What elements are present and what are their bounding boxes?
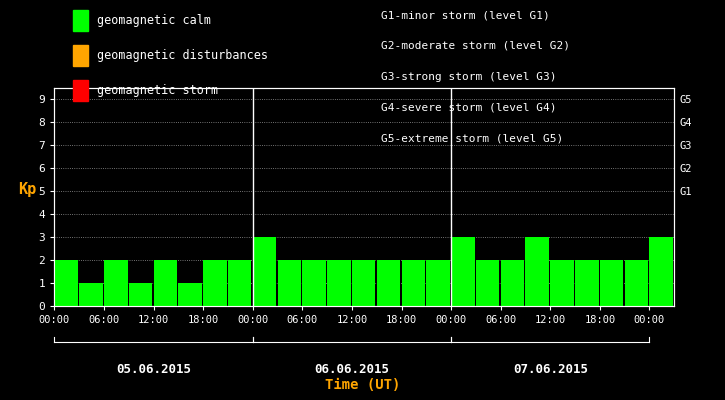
Bar [327,260,351,306]
Bar [377,260,400,306]
Bar [550,260,573,306]
Text: Time (UT): Time (UT) [325,378,400,392]
Bar [575,260,599,306]
Bar [203,260,227,306]
Bar [104,260,128,306]
Text: geomagnetic disturbances: geomagnetic disturbances [97,49,268,62]
Bar [625,260,648,306]
Text: G5-extreme storm (level G5): G5-extreme storm (level G5) [381,133,563,143]
Bar [451,237,475,306]
Text: 06.06.2015: 06.06.2015 [315,363,389,376]
Bar [278,260,301,306]
Text: geomagnetic storm: geomagnetic storm [97,84,218,97]
Bar [526,237,549,306]
Text: G4-severe storm (level G4): G4-severe storm (level G4) [381,102,556,112]
Bar [228,260,252,306]
Bar [54,260,78,306]
Bar [178,283,202,306]
Bar [476,260,500,306]
Bar [253,237,276,306]
Y-axis label: Kp: Kp [18,182,36,197]
Text: G1-minor storm (level G1): G1-minor storm (level G1) [381,10,550,20]
Bar [501,260,524,306]
Bar [426,260,450,306]
Bar [650,237,673,306]
Bar [600,260,624,306]
Text: G2-moderate storm (level G2): G2-moderate storm (level G2) [381,41,570,51]
Text: 05.06.2015: 05.06.2015 [116,363,191,376]
Bar [154,260,177,306]
Bar [79,283,103,306]
Bar [302,260,326,306]
Text: geomagnetic calm: geomagnetic calm [97,14,211,27]
Bar [129,283,152,306]
Text: 07.06.2015: 07.06.2015 [513,363,588,376]
Text: G3-strong storm (level G3): G3-strong storm (level G3) [381,72,556,82]
Bar [402,260,425,306]
Bar [352,260,376,306]
